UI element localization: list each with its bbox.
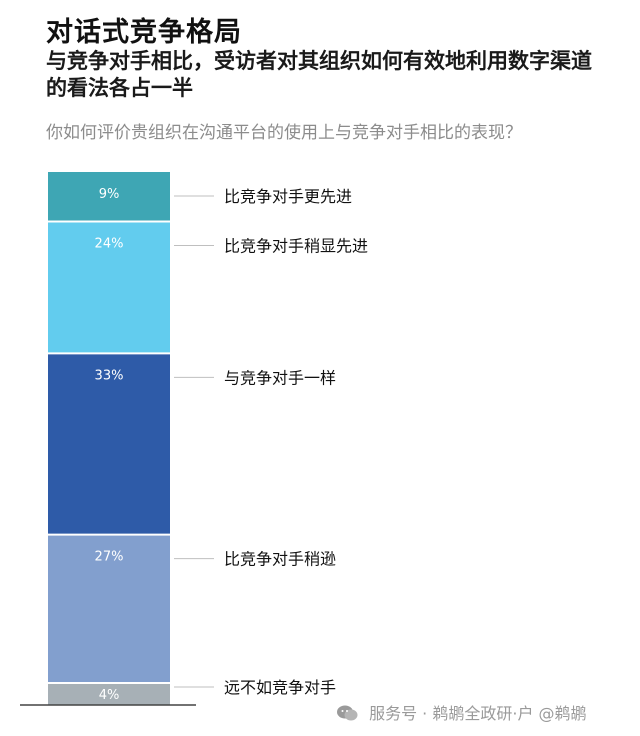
segment-value-label: 33% xyxy=(95,368,124,383)
segment-value-label: 24% xyxy=(95,236,124,251)
segment-value-labels: 9% 24% 33% 27% 4% xyxy=(95,187,124,703)
watermark: 服务号 · 鹈鹕全政研·户 @鹈鹕 xyxy=(336,700,587,724)
segment-value-label: 27% xyxy=(95,550,124,565)
category-label: 比竞争对手稍逊 xyxy=(224,550,336,569)
segment-value-label: 9% xyxy=(99,187,120,202)
leader-lines xyxy=(174,195,214,688)
category-label: 远不如竞争对手 xyxy=(224,678,336,697)
bar-segment xyxy=(48,172,170,222)
chart-title: 对话式竞争格局 xyxy=(46,17,242,48)
category-label: 比竞争对手稍显先进 xyxy=(224,236,368,255)
bar-segments xyxy=(48,172,170,705)
watermark-text: 服务号 · 鹈鹕全政研·户 @鹈鹕 xyxy=(369,704,587,723)
bar-segment xyxy=(48,534,170,684)
category-label: 比竞争对手更先进 xyxy=(224,187,352,206)
chart-subtitle: 与竞争对手相比，受访者对其组织如何有效地利用数字渠道的看法各占一半 xyxy=(46,49,592,100)
segment-value-label: 4% xyxy=(99,688,120,703)
bar-segment xyxy=(48,353,170,535)
category-label: 与竞争对手一样 xyxy=(224,368,336,387)
wechat-icon xyxy=(337,705,358,721)
bar-segment xyxy=(48,221,170,354)
bar-segment xyxy=(48,683,170,705)
survey-question: 你如何评价贵组织在沟通平台的使用上与竞争对手相比的表现？ xyxy=(46,123,522,143)
